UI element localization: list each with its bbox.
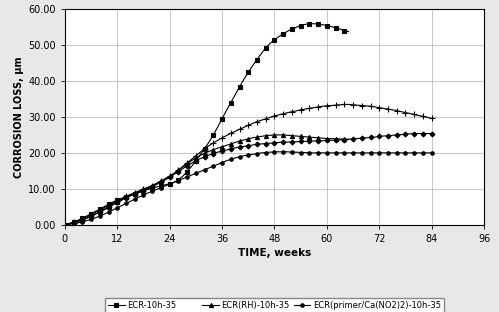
ECR(primer/Ca(NO2)2)-10h-35: [171, 180, 177, 184]
ECR(RH)-10h-35: [62, 223, 68, 227]
ECR(DCI)-10h-35: [341, 103, 347, 106]
ECR-10h-35: [149, 186, 155, 190]
ECR(primer/Ca(NO2)2)-10h-35: [271, 150, 277, 154]
ECR(HY)-10h-35: [245, 144, 251, 148]
ECR-10h-35: [328, 25, 334, 28]
ECR(primer/Ca(NO2)2)-10h-35: [123, 202, 129, 205]
ECR(RH)-10h-35: [149, 184, 155, 188]
ECR(primer/Ca(NO2)2)-10h-35: [429, 151, 435, 155]
ECR(primer/Ca(NO2)2)-10h-35: [62, 223, 68, 227]
Line: ECR(primer/Ca(NO2)2)-10h-35: ECR(primer/Ca(NO2)2)-10h-35: [63, 150, 433, 227]
X-axis label: TIME, weeks: TIME, weeks: [238, 248, 311, 258]
ECR(RH)-10h-35: [328, 137, 334, 140]
ECR(HY)-10h-35: [175, 170, 181, 173]
ECR(HY)-10h-35: [62, 223, 68, 227]
Line: ECR(RH)-10h-35: ECR(RH)-10h-35: [63, 133, 351, 227]
ECR(primer/Ca(NO2)2)-10h-35: [189, 173, 195, 177]
ECR(HY)-10h-35: [123, 196, 129, 200]
ECR(RH)-10h-35: [271, 133, 277, 137]
ECR(primer/Ca(NO2)2)-10h-35: [175, 179, 181, 183]
ECR(HY)-10h-35: [189, 161, 195, 165]
ECR-10h-35: [132, 192, 138, 196]
ECR(RH)-10h-35: [84, 216, 90, 220]
Legend: ECR-10h-35, ECR(DCI)-10h-35, ECR(RH)-10h-35, ECR(HY)-10h-35, ECR(primer/Ca(NO2)2: ECR-10h-35, ECR(DCI)-10h-35, ECR(RH)-10h…: [105, 298, 444, 312]
ECR-10h-35: [284, 29, 290, 33]
ECR-10h-35: [184, 170, 190, 173]
ECR(DCI)-10h-35: [175, 168, 181, 172]
ECR-10h-35: [84, 214, 90, 218]
ECR(HY)-10h-35: [171, 173, 177, 176]
ECR(RH)-10h-35: [132, 191, 138, 195]
ECR(DCI)-10h-35: [411, 113, 417, 116]
Y-axis label: CORROSION LOSS, μm: CORROSION LOSS, μm: [14, 56, 24, 178]
ECR(DCI)-10h-35: [245, 123, 251, 127]
ECR(DCI)-10h-35: [429, 117, 435, 120]
ECR(HY)-10h-35: [411, 132, 417, 135]
ECR(DCI)-10h-35: [171, 172, 177, 175]
ECR(RH)-10h-35: [184, 162, 190, 165]
ECR(DCI)-10h-35: [189, 158, 195, 161]
ECR(RH)-10h-35: [289, 134, 295, 138]
ECR(primer/Ca(NO2)2)-10h-35: [245, 153, 251, 157]
ECR(RH)-10h-35: [346, 137, 352, 141]
ECR(DCI)-10h-35: [62, 223, 68, 227]
ECR-10h-35: [306, 22, 312, 26]
ECR-10h-35: [346, 30, 352, 33]
Line: ECR-10h-35: ECR-10h-35: [63, 22, 350, 227]
ECR(HY)-10h-35: [429, 132, 435, 135]
Line: ECR(DCI)-10h-35: ECR(DCI)-10h-35: [62, 102, 435, 227]
Line: ECR(HY)-10h-35: ECR(HY)-10h-35: [63, 132, 433, 227]
ECR(primer/Ca(NO2)2)-10h-35: [411, 151, 417, 155]
ECR(HY)-10h-35: [407, 132, 413, 136]
ECR(DCI)-10h-35: [123, 194, 129, 198]
ECR-10h-35: [62, 223, 68, 227]
